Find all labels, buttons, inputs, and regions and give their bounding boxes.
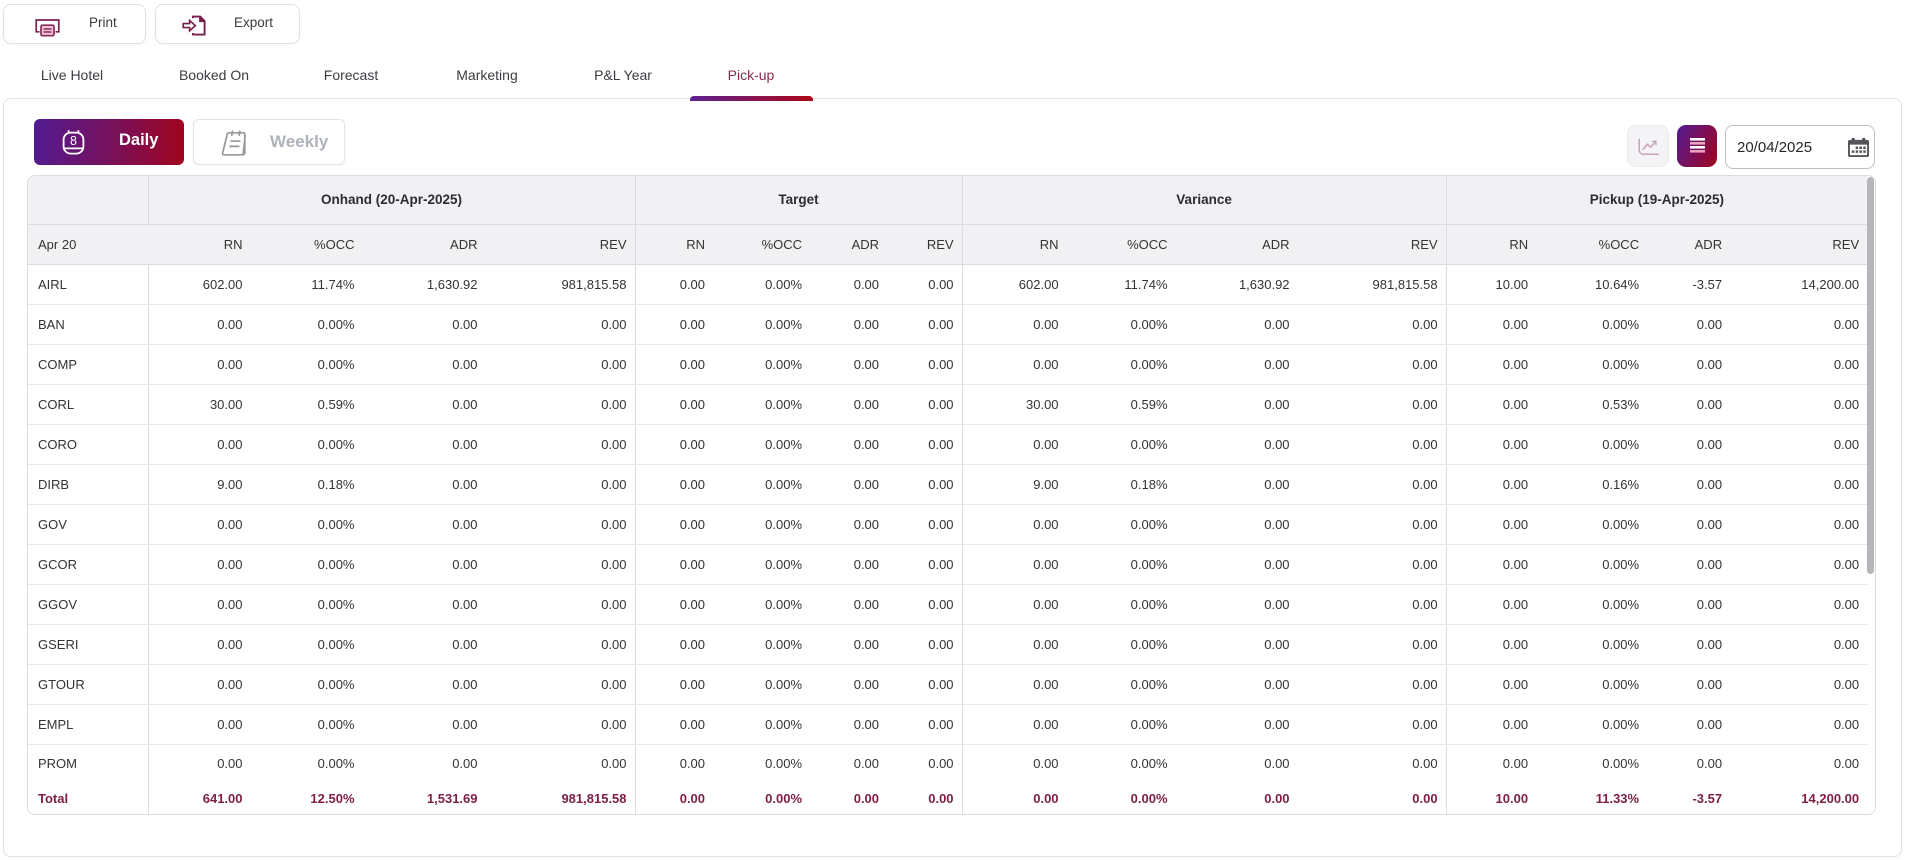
svg-text:8: 8 [70, 134, 77, 148]
